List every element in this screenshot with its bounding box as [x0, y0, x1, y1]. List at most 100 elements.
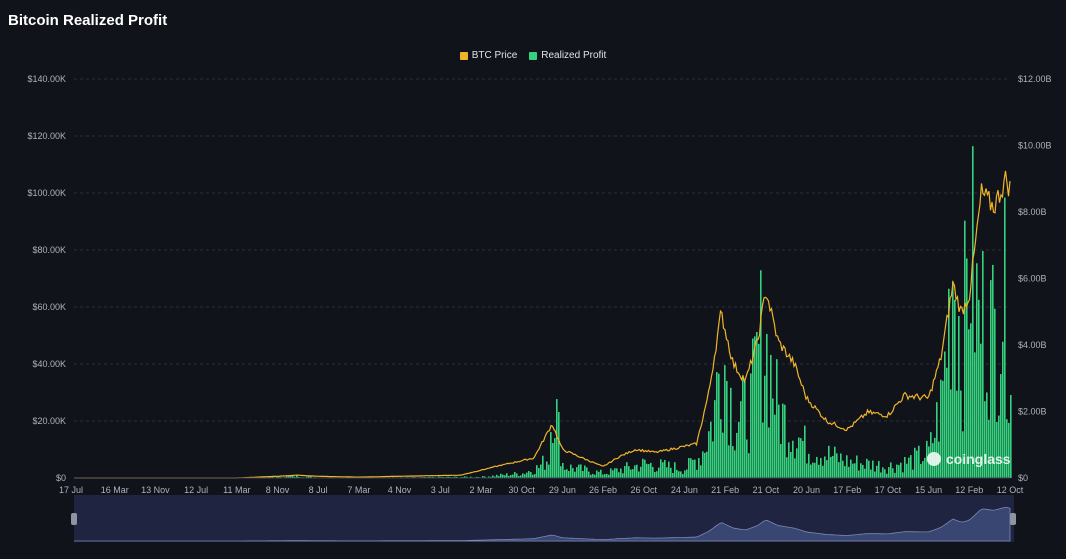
- realized-profit-bar: [686, 469, 688, 478]
- coinglass-watermark: coinglass: [946, 451, 1011, 467]
- x-tick-label: 12 Oct: [997, 485, 1024, 495]
- realized-profit-bar: [636, 464, 638, 478]
- realized-profit-bar: [592, 473, 594, 478]
- realized-profit-bar: [508, 475, 510, 478]
- navigator-handle-right[interactable]: [1010, 513, 1016, 525]
- realized-profit-bar: [894, 472, 896, 478]
- realized-profit-bar: [288, 476, 290, 478]
- realized-profit-bar: [730, 387, 732, 478]
- realized-profit-bar: [516, 473, 518, 478]
- realized-profit-bar: [662, 462, 664, 478]
- realized-profit-bar: [994, 308, 996, 478]
- navigator-series: [74, 506, 1011, 542]
- realized-profit-bar: [818, 464, 820, 478]
- realized-profit-bar: [310, 476, 312, 478]
- range-navigator[interactable]: [71, 495, 1016, 542]
- realized-profit-bar: [620, 468, 622, 478]
- realized-profit-bar: [846, 455, 848, 478]
- realized-profit-bar: [762, 422, 764, 478]
- realized-profit-bar: [786, 457, 788, 478]
- realized-profit-bar: [816, 456, 818, 478]
- navigator-handle-left[interactable]: [71, 513, 77, 525]
- realized-profit-bar: [512, 474, 514, 478]
- realized-profit-bar: [548, 464, 550, 478]
- realized-profit-bar: [308, 476, 310, 478]
- realized-profit-bar: [788, 442, 790, 478]
- realized-profit-bar: [530, 472, 532, 478]
- realized-profit-bar: [790, 452, 792, 478]
- realized-profit-bar: [718, 373, 720, 478]
- realized-profit-bar: [286, 476, 288, 478]
- x-tick-label: 17 Oct: [875, 485, 902, 495]
- realized-profit-bar: [838, 462, 840, 478]
- realized-profit-bar: [884, 469, 886, 478]
- realized-profit-bar: [438, 476, 440, 478]
- realized-profit-bar: [292, 475, 294, 478]
- legend-label-btc-price: BTC Price: [471, 50, 518, 61]
- realized-profit-bar: [898, 465, 900, 478]
- x-tick-label: 21 Oct: [753, 485, 780, 495]
- realized-profit-bar: [488, 476, 490, 478]
- legend-item-btc-price[interactable]: BTC Price: [459, 50, 518, 61]
- realized-profit-bar: [738, 421, 740, 478]
- realized-profit-bar: [496, 474, 498, 478]
- realized-profit-bar: [834, 446, 836, 478]
- x-tick-label: 16 Mar: [101, 485, 129, 495]
- realized-profit-bar: [968, 329, 970, 478]
- realized-profit-bar: [784, 404, 786, 478]
- btc-price-series: [74, 170, 1011, 479]
- realized-profit-bar: [810, 464, 812, 478]
- realized-profit-bar: [978, 299, 980, 478]
- realized-profit-bar: [476, 476, 478, 478]
- x-axis: 17 Jul 16 Mar 13 Nov 12 Jul 11 Mar 8 Nov 8 Jul…: [59, 477, 1024, 495]
- realized-profit-bar: [802, 440, 804, 478]
- realized-profit-bar: [888, 467, 890, 478]
- realized-profit-bar: [502, 474, 504, 478]
- chart-title: Bitcoin Realized Profit: [8, 12, 168, 29]
- realized-profit-bar: [666, 467, 668, 478]
- realized-profit-bar: [944, 351, 946, 478]
- realized-profit-bar: [796, 448, 798, 478]
- legend-item-realized-profit[interactable]: Realized Profit: [529, 50, 606, 61]
- realized-profit-bar: [540, 464, 542, 478]
- realized-profit-bar: [606, 473, 608, 478]
- realized-profit-bar: [424, 476, 426, 478]
- x-tick-label: 3 Jul: [431, 485, 450, 495]
- realized-profit-bar: [518, 475, 520, 478]
- realized-profit-bar: [780, 444, 782, 478]
- y-left-tick-label: $100.00K: [27, 188, 66, 198]
- x-tick-label: 4 Nov: [388, 485, 412, 495]
- realized-profit-bar: [752, 338, 754, 478]
- realized-profit-bar: [470, 476, 472, 478]
- realized-profit-bar: [798, 437, 800, 478]
- realized-profit-bar: [992, 264, 994, 478]
- realized-profit-bar: [626, 462, 628, 478]
- realized-profit-bar: [868, 460, 870, 478]
- realized-profit-bar: [892, 468, 894, 478]
- realized-profit-bar: [750, 373, 752, 478]
- realized-profit-bar: [466, 476, 468, 478]
- realized-profit-bar: [448, 476, 450, 478]
- realized-profit-bar: [702, 451, 704, 478]
- realized-profit-bar: [910, 455, 912, 478]
- realized-profit-bar: [774, 414, 776, 478]
- realized-profit-bar: [600, 469, 602, 478]
- realized-profit-bar: [920, 463, 922, 478]
- realized-profit-bar: [936, 402, 938, 478]
- realized-profit-bar: [826, 460, 828, 478]
- realized-profit-bar: [882, 467, 884, 478]
- realized-profit-bar: [998, 415, 1000, 478]
- realized-profit-bar: [670, 467, 672, 478]
- y-left-tick-label: $80.00K: [32, 245, 66, 255]
- y-left-tick-label: $120.00K: [27, 131, 66, 141]
- realized-profit-bar: [906, 463, 908, 478]
- realized-profit-bar: [746, 439, 748, 478]
- realized-profit-bar: [770, 354, 772, 478]
- y-right-tick-label: $4.00B: [1018, 340, 1047, 350]
- realized-profit-bar: [794, 458, 796, 478]
- realized-profit-bar: [962, 431, 964, 478]
- x-tick-label: 26 Feb: [589, 485, 617, 495]
- x-tick-label: 17 Jul: [59, 485, 83, 495]
- realized-profit-bar: [654, 471, 656, 478]
- realized-profit-bar: [756, 331, 758, 478]
